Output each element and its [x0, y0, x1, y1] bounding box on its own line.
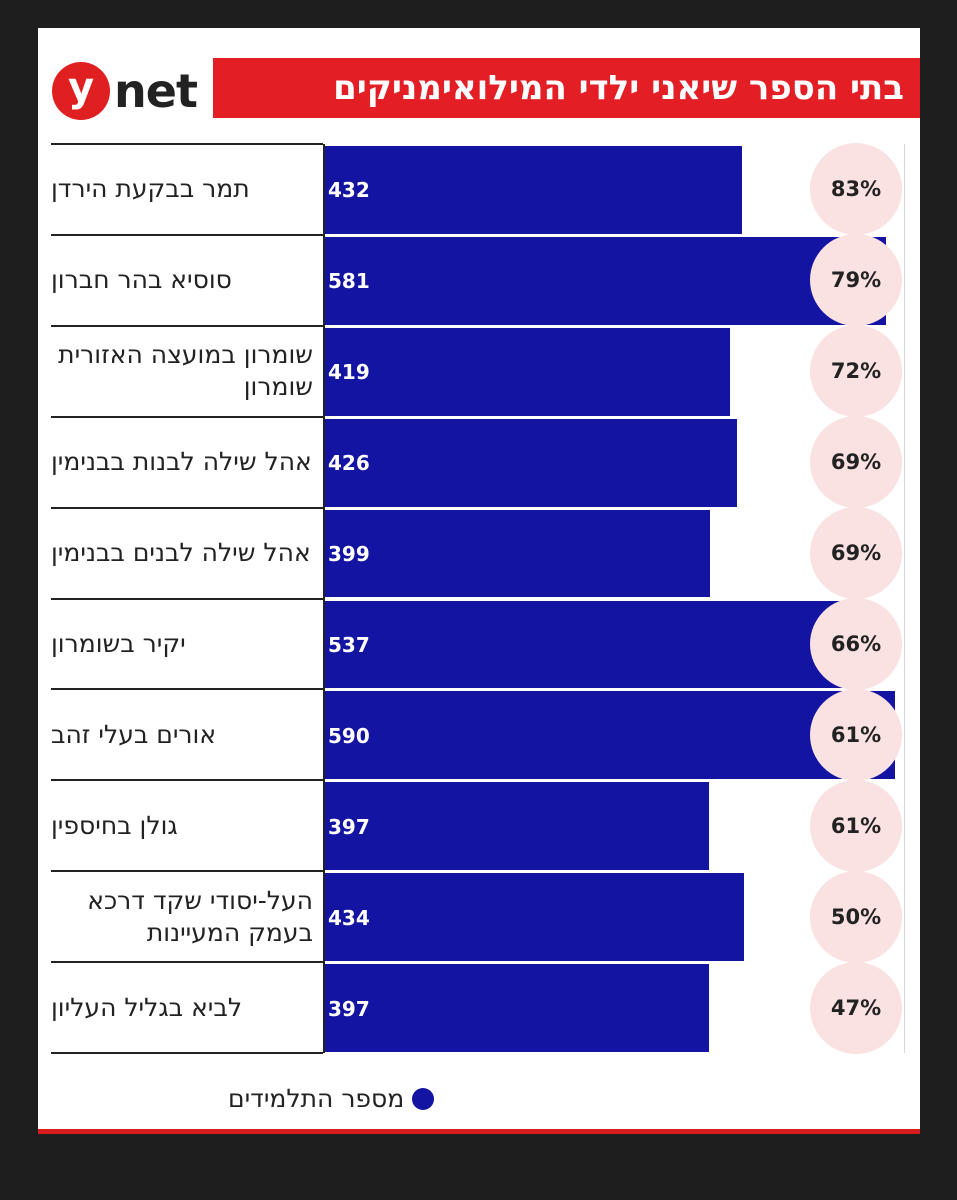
bar-value-label: 434: [328, 905, 370, 930]
ynet-logo: y net: [52, 60, 198, 122]
bar: [325, 509, 710, 598]
percentage-badge: 69%: [810, 507, 902, 600]
bar: [325, 782, 709, 871]
bar-value-label: 432: [328, 178, 370, 203]
bar-value-label: 397: [328, 996, 370, 1021]
percentage-badge: 61%: [810, 688, 902, 781]
category-label: יקיר בשומרון: [51, 628, 186, 658]
category-label: העל-יסודי שקד דרכא בעמק המעיינות: [87, 885, 313, 947]
bar-chart: תמר בבקעת הירדן 432 83% סוסיא בהר חברון 581 7…: [38, 28, 920, 1134]
category-label: שומרון במועצה האזורית שומרון: [58, 340, 313, 402]
legend-swatch: [412, 1087, 435, 1110]
row-separator: [51, 870, 323, 873]
row-separator: [51, 1052, 323, 1054]
category-label: אהל שילה לבנות בבנימין: [51, 447, 312, 477]
bar-value-label: 590: [328, 723, 370, 748]
category-label: גולן בחיספין: [51, 810, 178, 840]
bar-value-label: 419: [328, 360, 370, 385]
bar-value-label: 537: [328, 632, 370, 657]
percentage-badge: 50%: [810, 870, 902, 963]
legend: מספר התלמידים: [228, 1084, 435, 1113]
bar-value-label: 399: [328, 542, 370, 567]
row-separator: [51, 506, 323, 509]
percentage-badge: 79%: [810, 234, 902, 327]
logo-mark: y: [52, 62, 110, 120]
percentage-badge: 69%: [810, 416, 902, 509]
category-label: סוסיא בהר חברון: [51, 265, 232, 295]
row-separator: [51, 415, 323, 418]
category-axis-line: [323, 144, 325, 1053]
bottom-rule: [38, 1129, 920, 1134]
row-separator: [51, 597, 323, 600]
logo-word: net: [114, 64, 198, 118]
bar: [325, 873, 744, 962]
bar: [325, 146, 742, 234]
bar-value-label: 397: [328, 814, 370, 839]
percentage-badge: 66%: [810, 597, 902, 690]
percentage-badge: 83%: [810, 143, 902, 236]
bar: [325, 418, 737, 507]
bar: [325, 600, 844, 689]
row-separator: [51, 233, 323, 236]
row-separator: [51, 143, 323, 145]
row-separator: [51, 961, 323, 964]
percentage-badge: 47%: [810, 961, 902, 1054]
category-label: תמר בבקעת הירדן: [51, 174, 250, 204]
right-guide-line: [904, 144, 905, 1053]
bar: [325, 327, 730, 416]
category-label: אורים בעלי זהב: [51, 719, 217, 749]
bar: [325, 236, 886, 325]
category-label: לביא בגליל העליון: [51, 992, 243, 1022]
bar: [325, 691, 895, 780]
bar-value-label: 581: [328, 269, 370, 294]
percentage-badge: 61%: [810, 779, 902, 872]
category-label: אהל שילה לבנים בבנימין: [51, 538, 311, 568]
row-separator: [51, 688, 323, 691]
infographic-card: y net בתי הספר שיאני ילדי המילואימניקים …: [38, 28, 920, 1134]
row-separator: [51, 324, 323, 327]
percentage-badge: 72%: [810, 325, 902, 418]
legend-label: מספר התלמידים: [228, 1084, 405, 1113]
bar-value-label: 426: [328, 451, 370, 476]
chart-title: בתי הספר שיאני ילדי המילואימניקים: [333, 68, 904, 108]
row-separator: [51, 779, 323, 782]
title-banner: בתי הספר שיאני ילדי המילואימניקים: [213, 58, 920, 118]
bar: [325, 964, 709, 1052]
